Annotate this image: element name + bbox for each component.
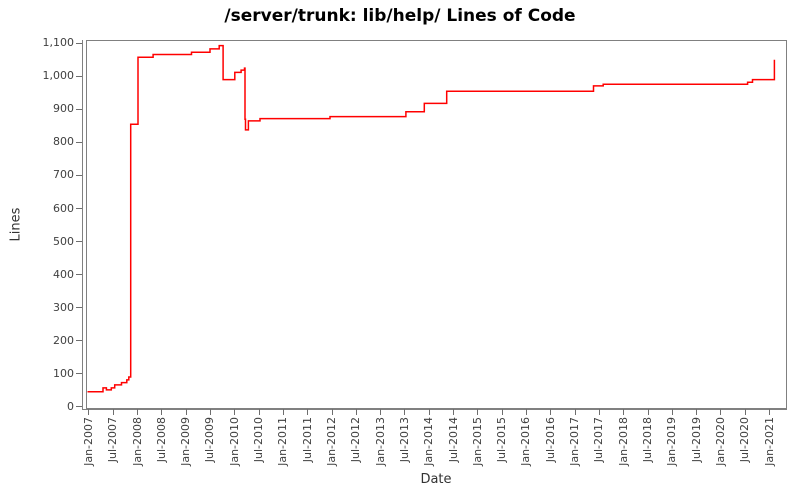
x-tick-mark: [112, 409, 114, 415]
plot-area: [87, 44, 776, 393]
x-tick-mark: [671, 409, 673, 415]
y-tick-label: 900: [53, 102, 74, 116]
y-tick-label: 200: [53, 333, 74, 347]
x-tick-mark: [209, 409, 211, 415]
x-tick-mark: [161, 409, 163, 415]
y-tick-mark: [76, 373, 82, 375]
x-tick-label: Jan-2010: [227, 417, 241, 466]
x-tick-label: Jul-2016: [543, 417, 557, 463]
x-tick-mark: [234, 409, 236, 415]
x-tick-label: Jul-2008: [154, 417, 168, 463]
x-tick-mark: [355, 409, 357, 415]
x-tick-mark: [185, 409, 187, 415]
x-tick-mark: [574, 409, 576, 415]
y-tick-label: 500: [53, 234, 74, 248]
x-tick-mark: [501, 409, 503, 415]
y-tick-label: 400: [53, 267, 74, 281]
x-tick-mark: [744, 409, 746, 415]
x-tick-mark: [550, 409, 552, 415]
y-tick-label: 300: [53, 300, 74, 314]
y-tick-mark: [76, 42, 82, 44]
y-tick-mark: [76, 274, 82, 276]
plot-frame: [86, 40, 787, 409]
x-tick-label: Jul-2020: [738, 417, 752, 463]
x-tick-mark: [258, 409, 260, 415]
y-tick-label: 800: [53, 135, 74, 149]
x-tick-label: Jan-2020: [713, 417, 727, 466]
x-tick-mark: [525, 409, 527, 415]
x-tick-label: Jan-2014: [422, 417, 436, 466]
x-tick-label: Jul-2009: [203, 417, 217, 463]
x-tick-label: Jan-2015: [470, 417, 484, 466]
x-tick-mark: [282, 409, 284, 415]
x-tick-mark: [307, 409, 309, 415]
chart-title: /server/trunk: lib/help/ Lines of Code: [224, 6, 576, 26]
x-tick-mark: [453, 409, 454, 415]
x-tick-label: Jul-2010: [252, 417, 266, 463]
x-tick-label: Jul-2017: [592, 417, 606, 463]
y-tick-mark: [76, 340, 82, 342]
x-tick-label: Jul-2019: [689, 417, 703, 463]
x-tick-label: Jul-2013: [397, 417, 411, 463]
x-tick-label: Jul-2012: [349, 417, 363, 463]
x-tick-label: Jul-2015: [495, 417, 509, 463]
y-tick-label: 1,100: [42, 36, 75, 50]
y-tick-mark: [76, 108, 82, 110]
y-tick-mark: [76, 174, 82, 176]
y-tick-mark: [76, 406, 82, 408]
y-tick-mark: [76, 307, 82, 309]
y-axis-line: [82, 40, 83, 410]
x-tick-label: Jan-2019: [665, 417, 679, 466]
x-tick-label: Jan-2008: [130, 417, 144, 466]
y-tick-label: 700: [53, 168, 74, 182]
x-tick-label: Jan-2018: [616, 417, 630, 466]
x-tick-label: Jan-2007: [81, 417, 95, 466]
y-tick-mark: [76, 241, 82, 242]
x-tick-label: Jul-2018: [641, 417, 654, 463]
x-tick-mark: [477, 409, 479, 415]
y-tick-mark: [76, 208, 82, 209]
y-tick-label: 0: [67, 399, 74, 413]
x-tick-label: Jan-2009: [179, 417, 193, 466]
y-axis-title: Lines: [8, 207, 24, 242]
y-tick-mark: [76, 141, 82, 143]
x-tick-mark: [404, 409, 406, 415]
x-tick-label: Jan-2012: [325, 417, 338, 466]
x-tick-mark: [137, 409, 138, 415]
x-tick-mark: [88, 409, 90, 415]
x-axis-title: Date: [420, 472, 452, 487]
x-tick-label: Jan-2021: [762, 417, 776, 466]
x-tick-label: Jul-2014: [446, 417, 460, 463]
y-tick-mark: [76, 75, 82, 77]
x-tick-label: Jul-2007: [106, 417, 120, 463]
y-tick-label: 600: [53, 201, 74, 215]
x-tick-mark: [720, 409, 722, 415]
x-tick-mark: [696, 409, 698, 415]
x-tick-mark: [331, 409, 333, 415]
y-tick-label: 1,000: [42, 69, 75, 83]
x-tick-label: Jan-2017: [568, 417, 581, 466]
x-tick-label: Jul-2011: [300, 417, 314, 463]
y-tick-label: 100: [53, 366, 74, 380]
x-tick-mark: [380, 409, 382, 415]
loc-line-series: [87, 44, 776, 393]
x-tick-mark: [647, 409, 649, 415]
x-tick-label: Jan-2011: [276, 417, 290, 466]
x-tick-mark: [598, 409, 600, 415]
x-tick-mark: [769, 409, 770, 415]
x-tick-label: Jan-2016: [519, 417, 533, 466]
x-tick-label: Jan-2013: [373, 417, 387, 466]
x-tick-mark: [623, 409, 625, 415]
x-axis-line: [82, 409, 787, 410]
x-tick-mark: [428, 409, 430, 415]
